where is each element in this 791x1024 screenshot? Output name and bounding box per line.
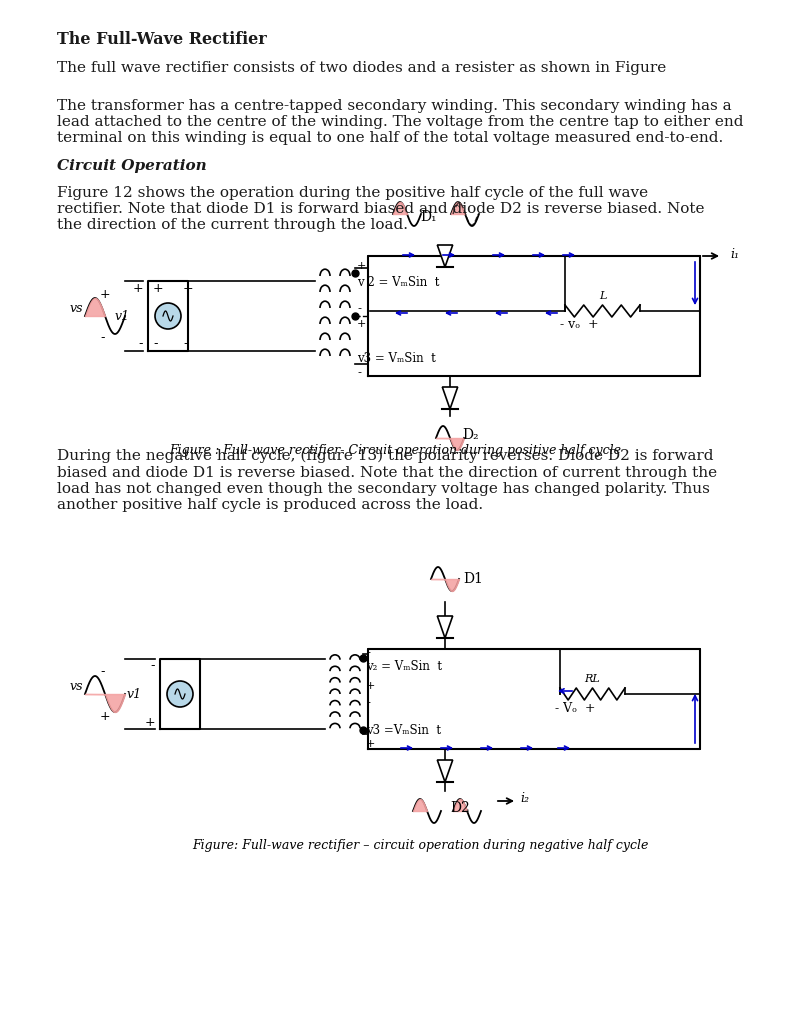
Text: vs: vs (70, 301, 83, 314)
Text: Figure: Full-wave rectifier – circuit operation during negative half cycle: Figure: Full-wave rectifier – circuit op… (191, 839, 648, 852)
Text: Circuit Operation: Circuit Operation (57, 159, 206, 173)
Polygon shape (437, 616, 452, 638)
Text: i₁: i₁ (730, 248, 739, 260)
Text: v 2 = VₘSin  t: v 2 = VₘSin t (357, 275, 439, 289)
Polygon shape (442, 387, 458, 409)
Text: v3 =VₘSin  t: v3 =VₘSin t (366, 724, 441, 736)
Text: +: + (132, 282, 143, 295)
Text: - vₒ  +: - vₒ + (560, 318, 599, 332)
Text: Figure : Full-wave rectifier- Circuit operation during positive half cycle: Figure : Full-wave rectifier- Circuit op… (169, 444, 621, 457)
Text: -: - (357, 303, 361, 313)
Polygon shape (437, 245, 452, 267)
Text: D2: D2 (450, 801, 470, 815)
Text: -: - (366, 647, 370, 657)
Text: +: + (100, 710, 111, 723)
Text: D₁: D₁ (420, 210, 437, 224)
Text: i₂: i₂ (520, 793, 529, 806)
Text: The full wave rectifier consists of two diodes and a resister as shown in Figure: The full wave rectifier consists of two … (57, 61, 666, 75)
Text: -: - (100, 332, 104, 344)
Text: During the negative half cycle, (figure 13) the polarity reverses. Diode D2 is f: During the negative half cycle, (figure … (57, 449, 717, 512)
Text: -: - (150, 659, 155, 673)
Polygon shape (437, 760, 452, 782)
Text: v3 = VₘSin  t: v3 = VₘSin t (357, 351, 436, 365)
Text: -: - (366, 697, 370, 707)
Text: The transformer has a centre-tapped secondary winding. This secondary winding ha: The transformer has a centre-tapped seco… (57, 99, 744, 145)
Text: -: - (138, 338, 143, 350)
Text: L: L (599, 291, 606, 301)
Text: The Full-Wave Rectifier: The Full-Wave Rectifier (57, 31, 267, 48)
Text: -: - (183, 338, 187, 350)
Text: v1: v1 (115, 309, 130, 323)
Text: -: - (357, 367, 361, 377)
Text: v₂ = VₘSin  t: v₂ = VₘSin t (366, 659, 442, 673)
Text: +: + (357, 319, 366, 329)
Text: D₂: D₂ (462, 428, 479, 442)
Text: RL: RL (585, 674, 600, 684)
Text: v1: v1 (127, 687, 142, 700)
Text: -: - (100, 666, 104, 679)
Circle shape (155, 303, 181, 329)
Text: - Vₒ  +: - Vₒ + (555, 701, 596, 715)
Text: +: + (366, 739, 376, 749)
Text: +: + (153, 282, 164, 295)
Circle shape (167, 681, 193, 707)
Text: +: + (145, 716, 155, 728)
Text: -: - (153, 338, 157, 350)
Text: Figure 12 shows the operation during the positive half cycle of the full wave
re: Figure 12 shows the operation during the… (57, 186, 705, 232)
Text: vs: vs (70, 680, 83, 692)
Text: +: + (100, 288, 111, 300)
Text: +: + (183, 282, 194, 295)
Text: D1: D1 (463, 572, 483, 586)
Text: +: + (366, 681, 376, 691)
Text: +: + (357, 261, 366, 271)
